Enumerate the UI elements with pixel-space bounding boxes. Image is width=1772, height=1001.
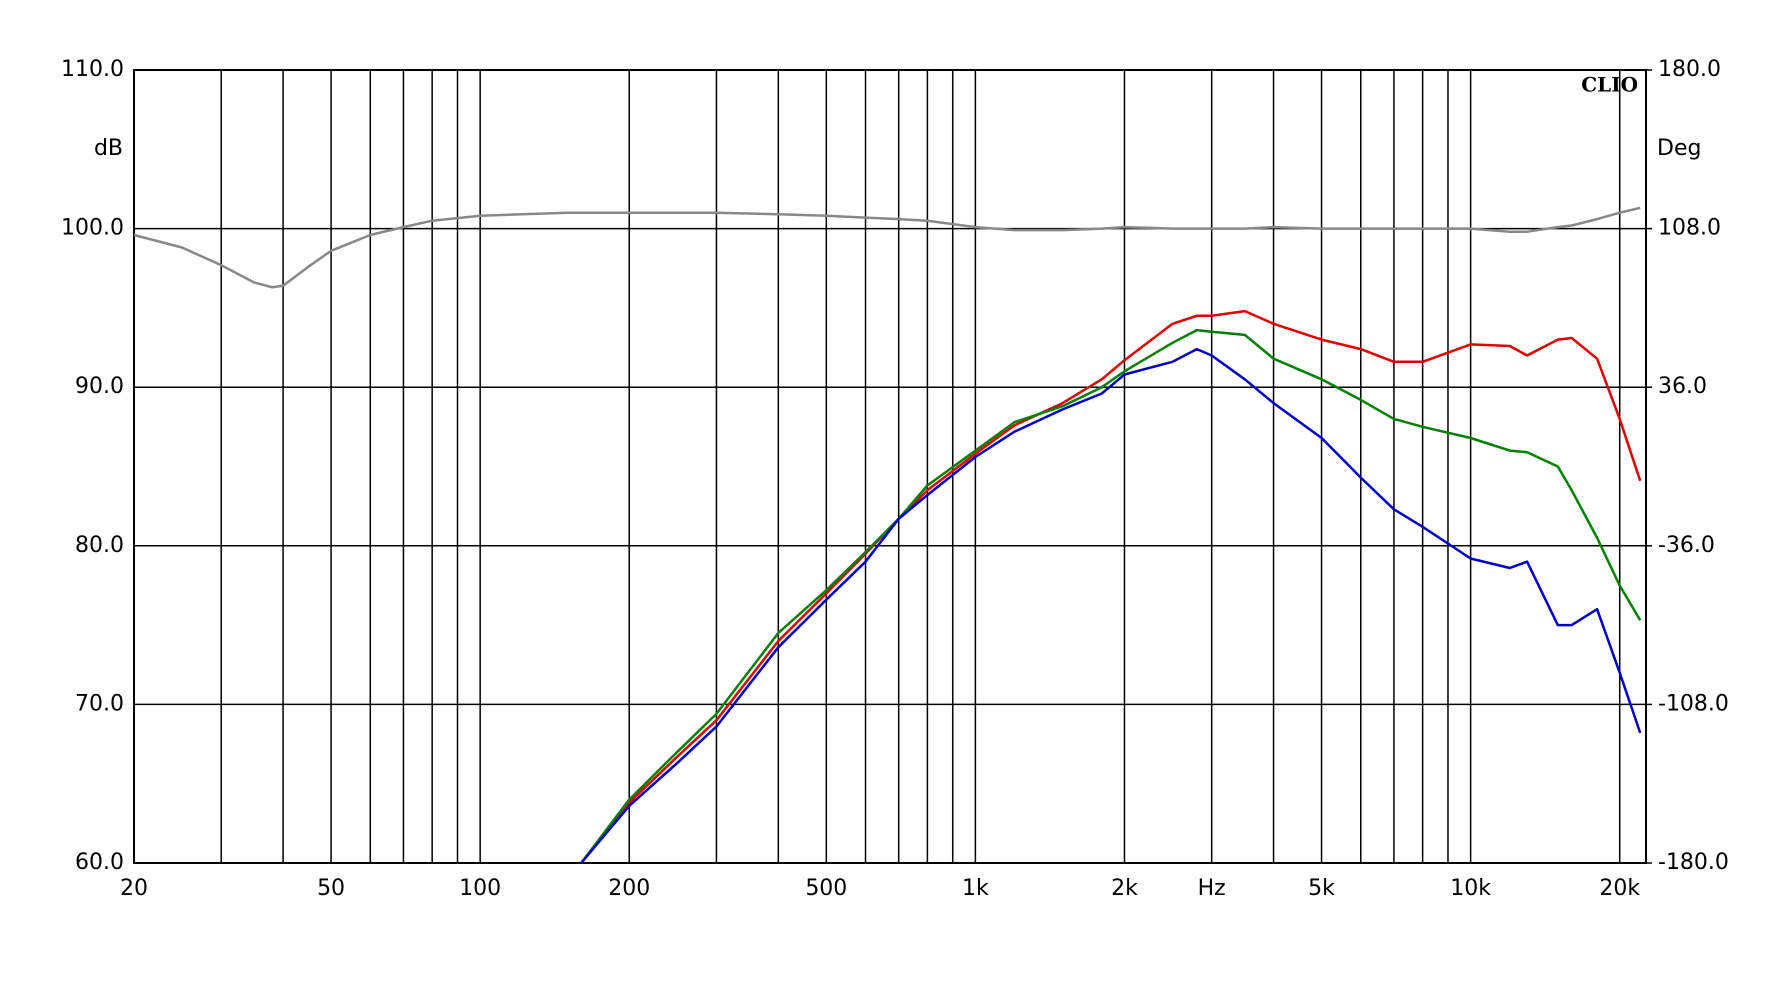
x-tick-label: 1k (962, 876, 989, 901)
x-tick-label: Hz (1198, 876, 1226, 901)
y-axis-label: dB (94, 136, 123, 161)
y-tick-label: 80.0 (75, 533, 124, 558)
x-tick-label: 200 (608, 876, 650, 901)
series-line (580, 347, 1642, 864)
y2-axis-label: Deg (1657, 136, 1701, 161)
x-tick-label: 10k (1450, 876, 1491, 901)
x-tick-label: 2k (1111, 876, 1138, 901)
y-tick-label: 100.0 (61, 216, 124, 241)
x-tick-label: 50 (317, 876, 345, 901)
y2-tick-label: -36.0 (1658, 533, 1715, 558)
y-tick-label: 70.0 (75, 691, 124, 716)
y-tick-label: 110.0 (61, 57, 124, 82)
x-tick-label: 5k (1308, 876, 1335, 901)
plot-frame (133, 69, 1647, 864)
x-tick-label: 500 (805, 876, 847, 901)
y2-tick-label: 108.0 (1658, 216, 1721, 241)
y2-tick-label: -180.0 (1658, 850, 1729, 875)
y2-tick-label: 180.0 (1658, 57, 1721, 82)
y-tick-label: 60.0 (75, 850, 124, 875)
watermark: CLIO (1581, 73, 1638, 97)
x-tick-label: 20k (1599, 876, 1640, 901)
y-tick-label: 90.0 (75, 374, 124, 399)
series-line (133, 206, 1641, 289)
series-line (580, 309, 1642, 864)
x-tick-label: 100 (459, 876, 501, 901)
series-line (580, 328, 1642, 864)
y2-tick-label: 36.0 (1658, 374, 1707, 399)
y2-tick-label: -108.0 (1658, 691, 1729, 716)
x-tick-label: 20 (120, 876, 148, 901)
